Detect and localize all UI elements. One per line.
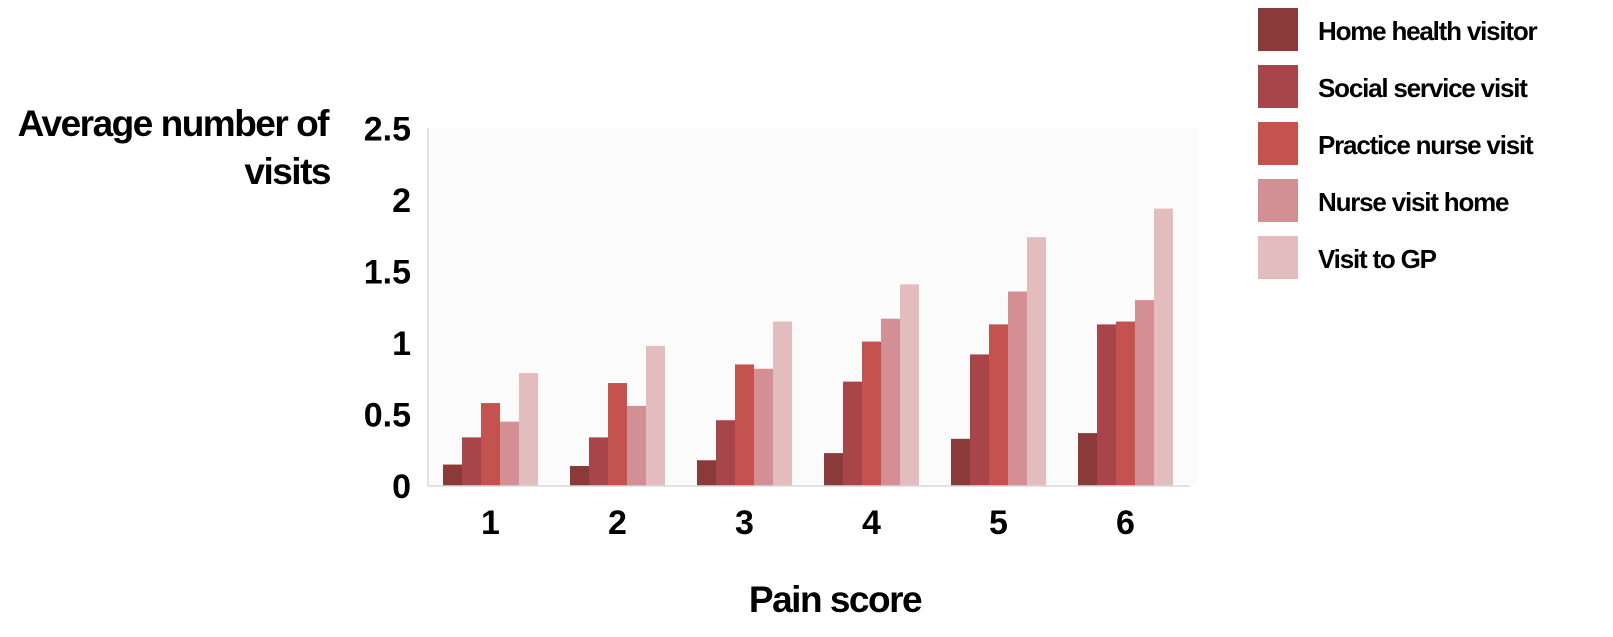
- legend-label: Home health visitor: [1318, 16, 1538, 46]
- x-tick-label: 3: [735, 504, 754, 542]
- y-tick-label: 2.5: [364, 111, 411, 149]
- bar-5-visit-to-gp: [1027, 237, 1046, 486]
- legend-label: Visit to GP: [1318, 244, 1437, 274]
- legend-swatch: [1258, 8, 1298, 51]
- x-tick-label: 6: [1116, 504, 1135, 542]
- bar-4-social-service-visit: [843, 381, 862, 486]
- y-axis-title-line-1: Average number of: [18, 103, 330, 144]
- legend-swatch: [1258, 236, 1298, 279]
- x-tick-labels: 1 2 3 4 5 6: [481, 504, 1135, 542]
- bar-2-nurse-visit-home: [627, 405, 646, 486]
- bar-3-nurse-visit-home: [754, 368, 773, 486]
- plot-background: [428, 128, 1198, 486]
- bar-6-social-service-visit: [1097, 324, 1116, 486]
- bar-3-visit-to-gp: [773, 321, 792, 486]
- bar-5-home-health-visitor: [951, 438, 970, 486]
- bar-5-social-service-visit: [970, 354, 989, 486]
- y-tick-label: 1: [392, 325, 411, 363]
- bar-3-social-service-visit: [716, 420, 735, 486]
- x-tick-label: 4: [862, 504, 881, 542]
- y-tick-labels: 0 0.5 1 1.5 2 2.5: [364, 111, 411, 507]
- x-tick-label: 2: [608, 504, 627, 542]
- bar-5-nurse-visit-home: [1008, 291, 1027, 486]
- bar-4-nurse-visit-home: [881, 318, 900, 486]
- legend-swatch: [1258, 179, 1298, 222]
- bar-1-practice-nurse-visit: [481, 403, 500, 486]
- y-tick-label: 0: [392, 468, 411, 506]
- legend-swatch: [1258, 122, 1298, 165]
- bar-1-social-service-visit: [462, 437, 481, 486]
- bar-6-nurse-visit-home: [1135, 300, 1154, 486]
- legend-swatch: [1258, 65, 1298, 108]
- bar-5-practice-nurse-visit: [989, 324, 1008, 486]
- y-tick-label: 2: [392, 182, 411, 220]
- bar-1-nurse-visit-home: [500, 421, 519, 486]
- bar-2-social-service-visit: [589, 437, 608, 486]
- legend: Home health visitor Social service visit P…: [1258, 8, 1539, 279]
- bar-2-practice-nurse-visit: [608, 383, 627, 486]
- bar-6-visit-to-gp: [1154, 208, 1173, 486]
- y-tick-label: 1.5: [364, 254, 411, 292]
- bar-4-practice-nurse-visit: [862, 341, 881, 486]
- bar-2-home-health-visitor: [570, 465, 589, 486]
- bar-6-home-health-visitor: [1078, 433, 1097, 486]
- y-axis-title-line-2: visits: [244, 151, 331, 192]
- bar-2-visit-to-gp: [646, 345, 665, 486]
- bar-1-home-health-visitor: [443, 464, 462, 486]
- bar-6-practice-nurse-visit: [1116, 321, 1135, 486]
- x-tick-label: 5: [989, 504, 1008, 542]
- bar-4-visit-to-gp: [900, 284, 919, 486]
- x-axis-title: Pain score: [749, 579, 922, 620]
- bar-1-visit-to-gp: [519, 373, 538, 486]
- x-tick-label: 1: [481, 504, 500, 542]
- bar-3-practice-nurse-visit: [735, 364, 754, 486]
- bar-3-home-health-visitor: [697, 460, 716, 486]
- legend-label: Nurse visit home: [1318, 187, 1509, 217]
- y-tick-label: 0.5: [364, 397, 411, 435]
- legend-label: Practice nurse visit: [1318, 130, 1534, 160]
- bars-group: [443, 208, 1173, 486]
- bar-4-home-health-visitor: [824, 453, 843, 486]
- legend-label: Social service visit: [1318, 73, 1528, 103]
